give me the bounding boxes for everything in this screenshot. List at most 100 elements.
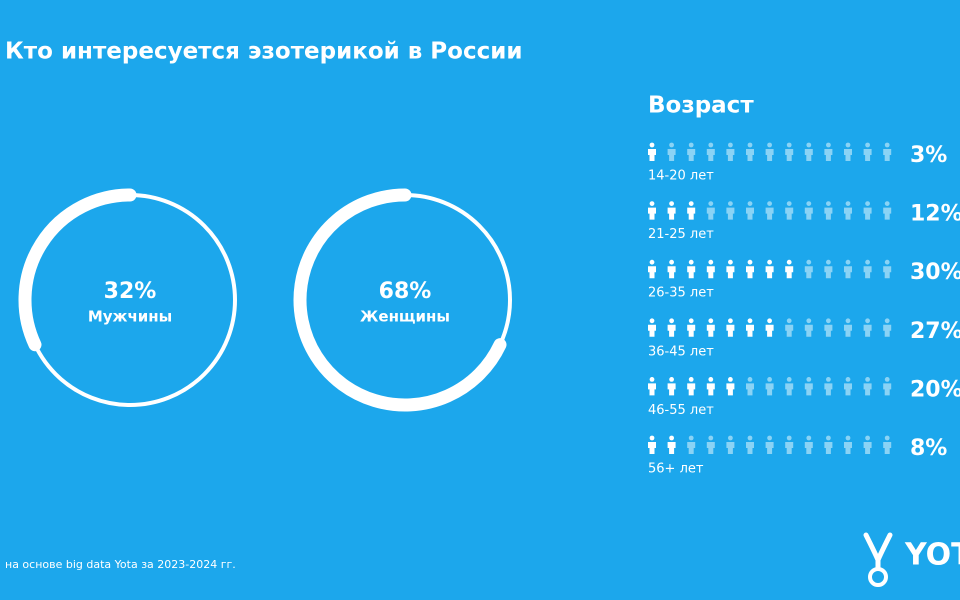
icon-body: [824, 266, 833, 279]
icon-body: [785, 266, 794, 279]
icon-body: [863, 442, 872, 454]
icons-filled: [648, 435, 676, 454]
icons-filled: [648, 259, 794, 279]
icon-head: [845, 259, 851, 265]
icon-body: [863, 324, 872, 337]
icon-body: [863, 207, 872, 220]
icon-body: [667, 149, 676, 161]
age-label: 56+ лет: [648, 462, 704, 477]
icon-body: [726, 266, 735, 279]
icon-body: [687, 324, 696, 337]
icon-head: [845, 318, 851, 324]
icon-head: [728, 142, 733, 148]
age-value: 20%: [910, 377, 960, 402]
icon-body: [746, 442, 754, 454]
icon-body: [765, 149, 774, 161]
icon-head: [649, 435, 655, 441]
icon-head: [845, 377, 851, 382]
icon-head: [865, 435, 870, 441]
icon-body: [804, 207, 813, 220]
icon-head: [747, 142, 753, 148]
icon-head: [669, 435, 674, 441]
icon-head: [747, 201, 753, 207]
logo-ring: [868, 567, 888, 587]
age-value: 8%: [910, 436, 947, 461]
icon-head: [884, 201, 890, 207]
title: Кто интересуется эзотерикой в России: [5, 39, 522, 65]
age-label: 26-35 лет: [648, 286, 714, 301]
icon-body: [687, 207, 696, 220]
icon-body: [726, 149, 735, 161]
icon-head: [884, 318, 890, 324]
icon-body: [824, 324, 833, 337]
icon-body: [785, 383, 794, 396]
icon-head: [884, 259, 890, 265]
icon-head: [708, 435, 714, 441]
donut-arc: [18, 188, 137, 352]
icon-body: [648, 207, 656, 220]
icon-head: [806, 259, 812, 265]
icons-filled: [648, 142, 656, 161]
icon-head: [669, 318, 674, 324]
icon-body: [804, 383, 813, 396]
icon-body: [765, 266, 774, 279]
icon-body: [765, 324, 774, 337]
logo-mark: [863, 532, 893, 571]
icon-head: [669, 201, 674, 207]
icon-body: [706, 266, 715, 279]
icon-body: [844, 207, 852, 220]
icon-head: [786, 318, 792, 324]
icon-body: [746, 383, 754, 396]
icons-filled: [648, 318, 774, 337]
icon-head: [845, 201, 851, 207]
icon-body: [648, 324, 656, 337]
icons-filled: [648, 377, 735, 396]
icon-body: [804, 266, 813, 279]
icon-head: [884, 435, 890, 441]
icon-head: [806, 377, 812, 382]
icon-body: [706, 149, 715, 161]
icon-head: [767, 318, 772, 324]
icon-head: [708, 318, 714, 324]
icon-body: [785, 442, 794, 454]
logo: YOTA: [863, 532, 960, 587]
icon-body: [726, 207, 735, 220]
icon-body: [667, 442, 676, 454]
icon-body: [844, 442, 852, 454]
icon-body: [687, 266, 696, 279]
age-value: 3%: [910, 143, 947, 168]
icons-filled: [648, 201, 696, 220]
icon-head: [747, 435, 753, 441]
icon-head: [649, 377, 655, 382]
icon-head: [649, 142, 655, 148]
icon-head: [747, 377, 753, 382]
icon-body: [726, 442, 735, 454]
icon-body: [883, 266, 892, 279]
icon-body: [667, 207, 676, 220]
icon-head: [649, 318, 655, 324]
icon-body: [648, 266, 656, 279]
icon-head: [767, 377, 772, 382]
icon-head: [826, 142, 831, 148]
age-label: 36-45 лет: [648, 344, 714, 359]
age-value: 30%: [910, 260, 960, 285]
icon-body: [863, 149, 872, 161]
logo-text: YOTA: [904, 538, 960, 573]
icon-head: [669, 377, 674, 382]
icon-head: [649, 259, 655, 265]
icon-head: [688, 142, 694, 148]
icon-head: [786, 259, 792, 265]
age-label: 21-25 лет: [648, 227, 714, 242]
icon-head: [708, 142, 714, 148]
icon-body: [706, 324, 715, 337]
icon-body: [883, 324, 892, 337]
icon-head: [708, 377, 714, 382]
icon-head: [669, 259, 674, 265]
icon-head: [865, 201, 870, 207]
icon-body: [804, 324, 813, 337]
icon-body: [883, 207, 892, 220]
icon-head: [767, 201, 772, 207]
icon-body: [687, 149, 696, 161]
icon-head: [688, 377, 694, 382]
